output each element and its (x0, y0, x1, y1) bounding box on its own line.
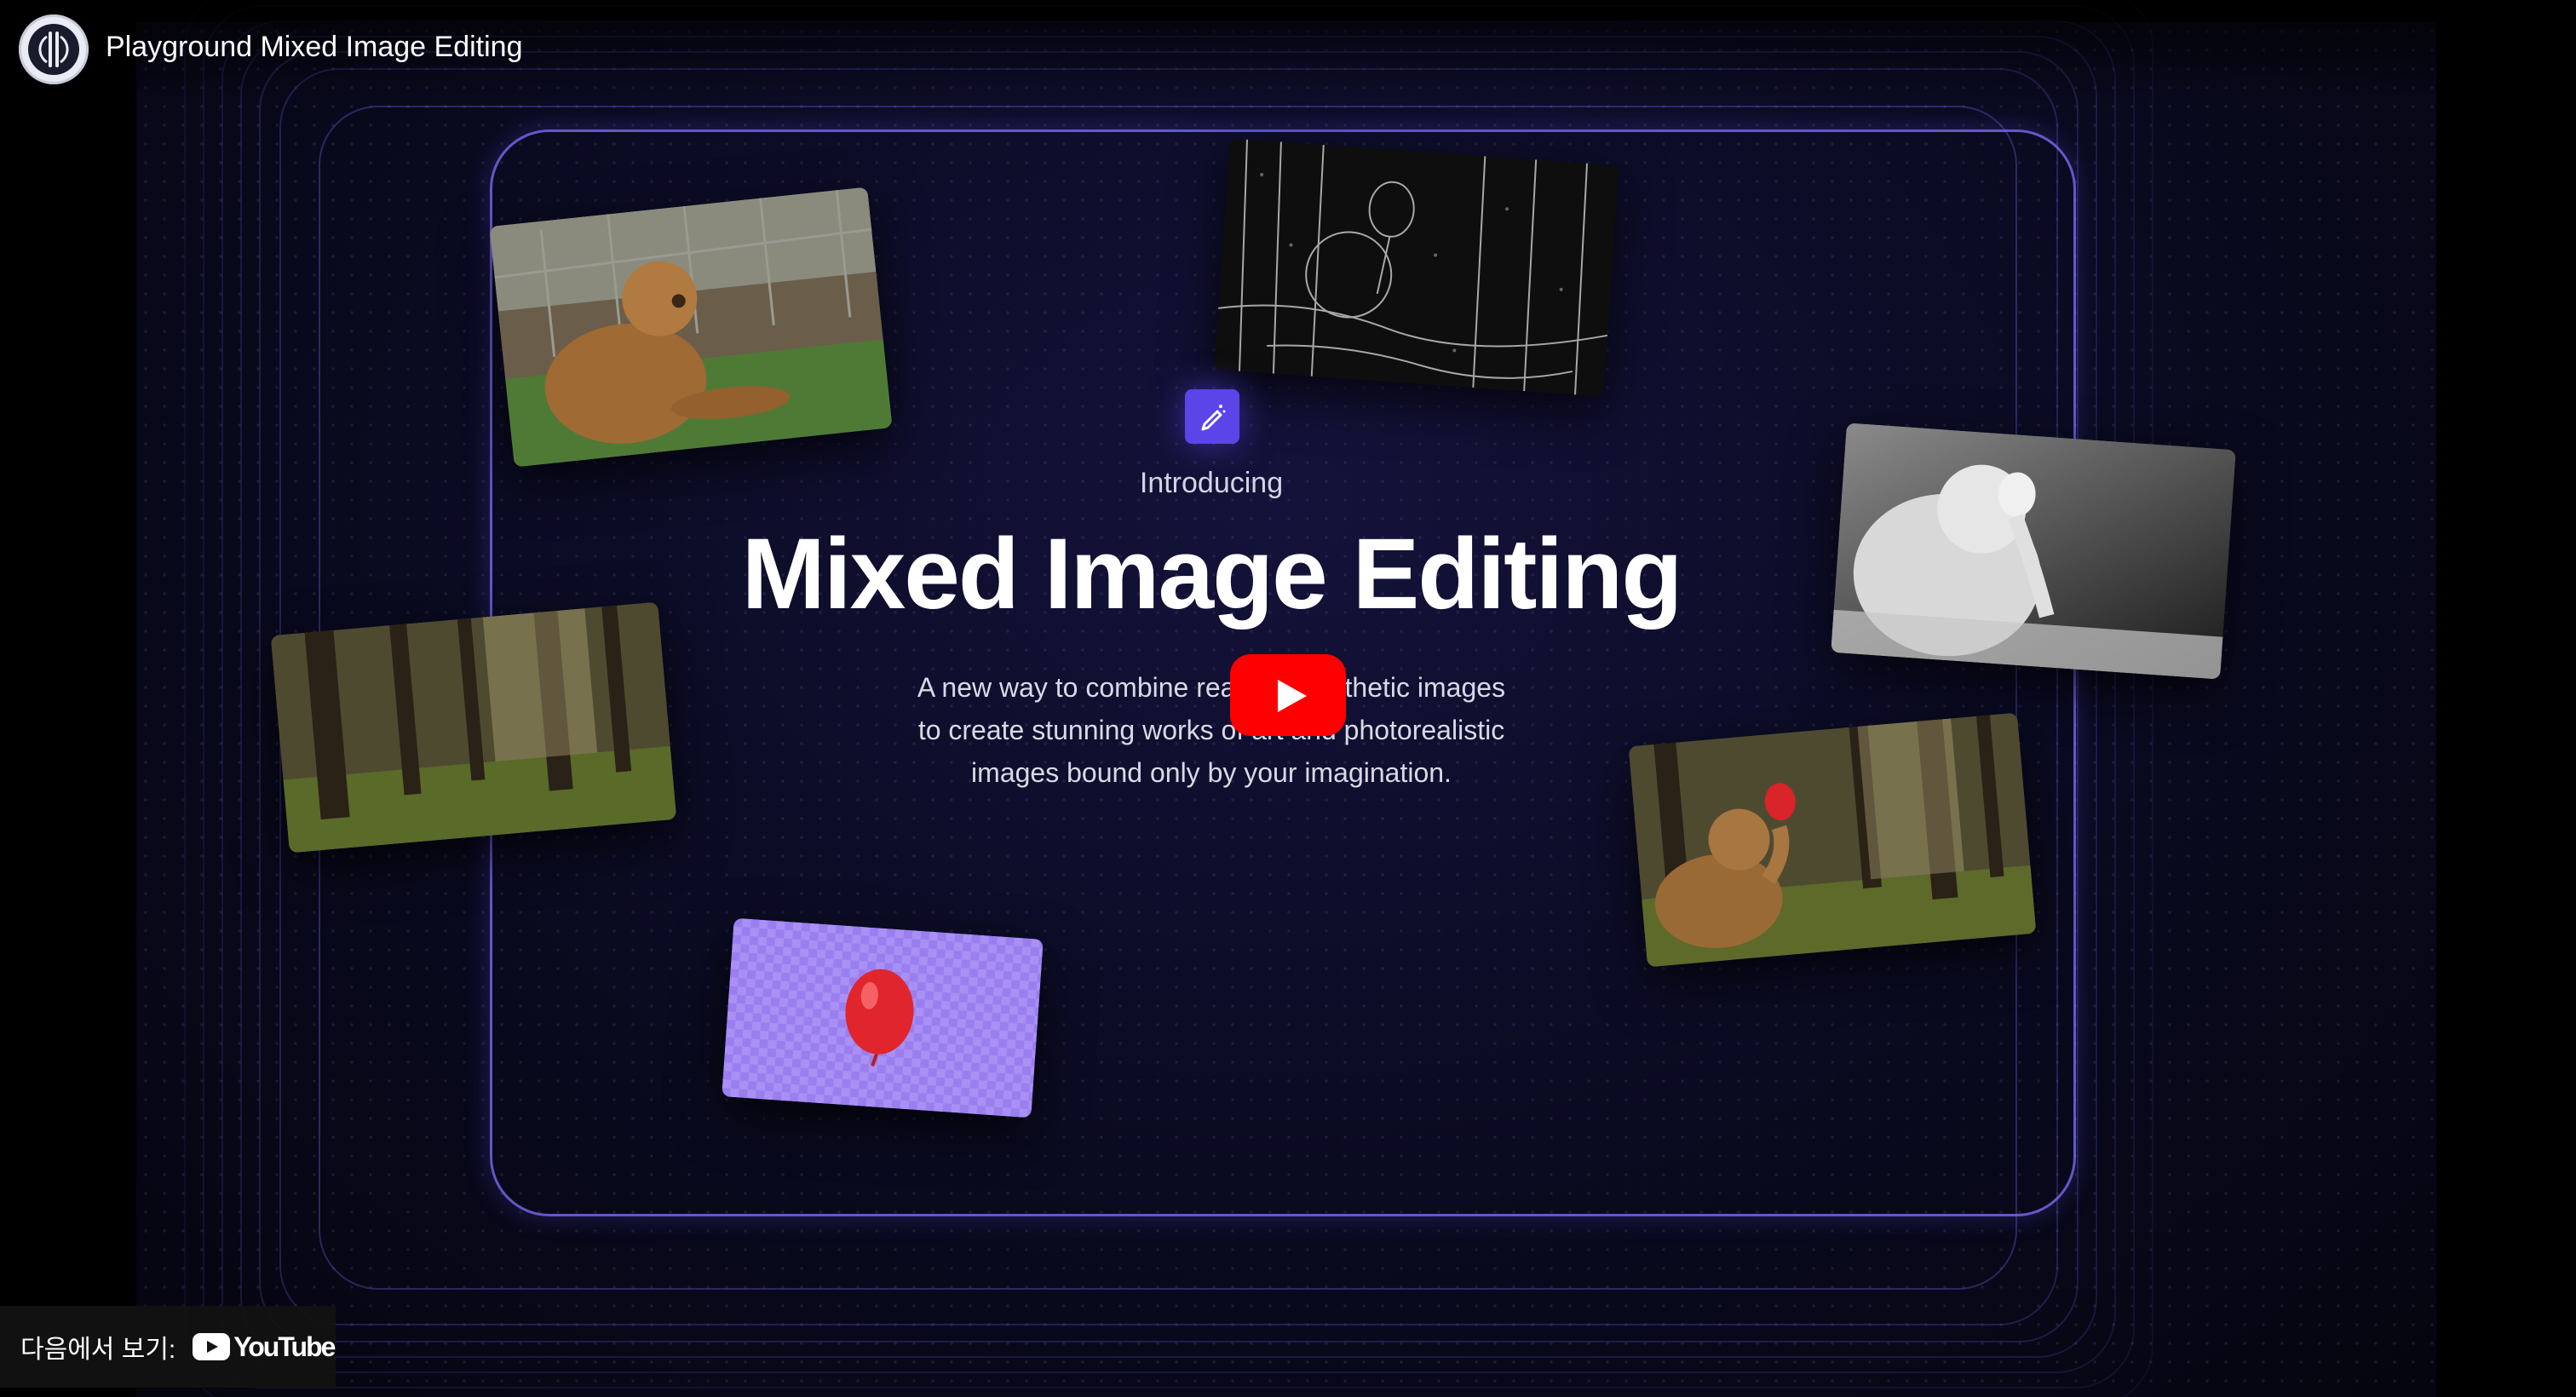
description-line: to create stunning works of art and phot… (917, 715, 1505, 745)
depth-map (1831, 423, 2236, 680)
youtube-play-badge-icon (193, 1333, 231, 1360)
composite-photo-card (1628, 712, 2037, 968)
edge-sketch-card (1214, 138, 1619, 397)
player-top-bar: Playground Mixed Image Editing (0, 0, 2576, 102)
video-description: A new way to combine real and synthetic … (828, 666, 1595, 794)
forest-photo (270, 601, 677, 854)
edge-detection-sketch (1214, 138, 1619, 397)
youtube-wordmark: YouTube (233, 1331, 336, 1362)
play-button[interactable] (1230, 654, 1346, 736)
playground-logo-icon (28, 24, 79, 75)
description-line: A new way to combine real and synthetic … (917, 672, 1506, 703)
watch-on-label: 다음에서 보기: (20, 1336, 176, 1364)
depth-map-card (1831, 423, 2236, 680)
forest-photo-card (270, 601, 677, 854)
video-title[interactable]: Playground Mixed Image Editing (106, 31, 523, 63)
bear-photo (489, 187, 893, 468)
watch-on-youtube-button[interactable]: 다음에서 보기: YouTube (0, 1306, 336, 1388)
video-headline: Mixed Image Editing (741, 518, 1683, 630)
description-line: images bound only by your imagination. (971, 757, 1452, 788)
channel-avatar[interactable] (19, 14, 89, 84)
balloon-cutout-card (722, 917, 1044, 1118)
bear-with-balloon-composite (1628, 712, 2037, 968)
balloon-cutout (722, 917, 1044, 1118)
eyebrow-text: Introducing (1139, 467, 1284, 499)
pencil-sparkle-icon (1185, 389, 1239, 444)
youtube-logo-icon: YouTube (193, 1331, 336, 1363)
frame-ring (184, 0, 2153, 1397)
bear-photo-card (489, 187, 893, 468)
